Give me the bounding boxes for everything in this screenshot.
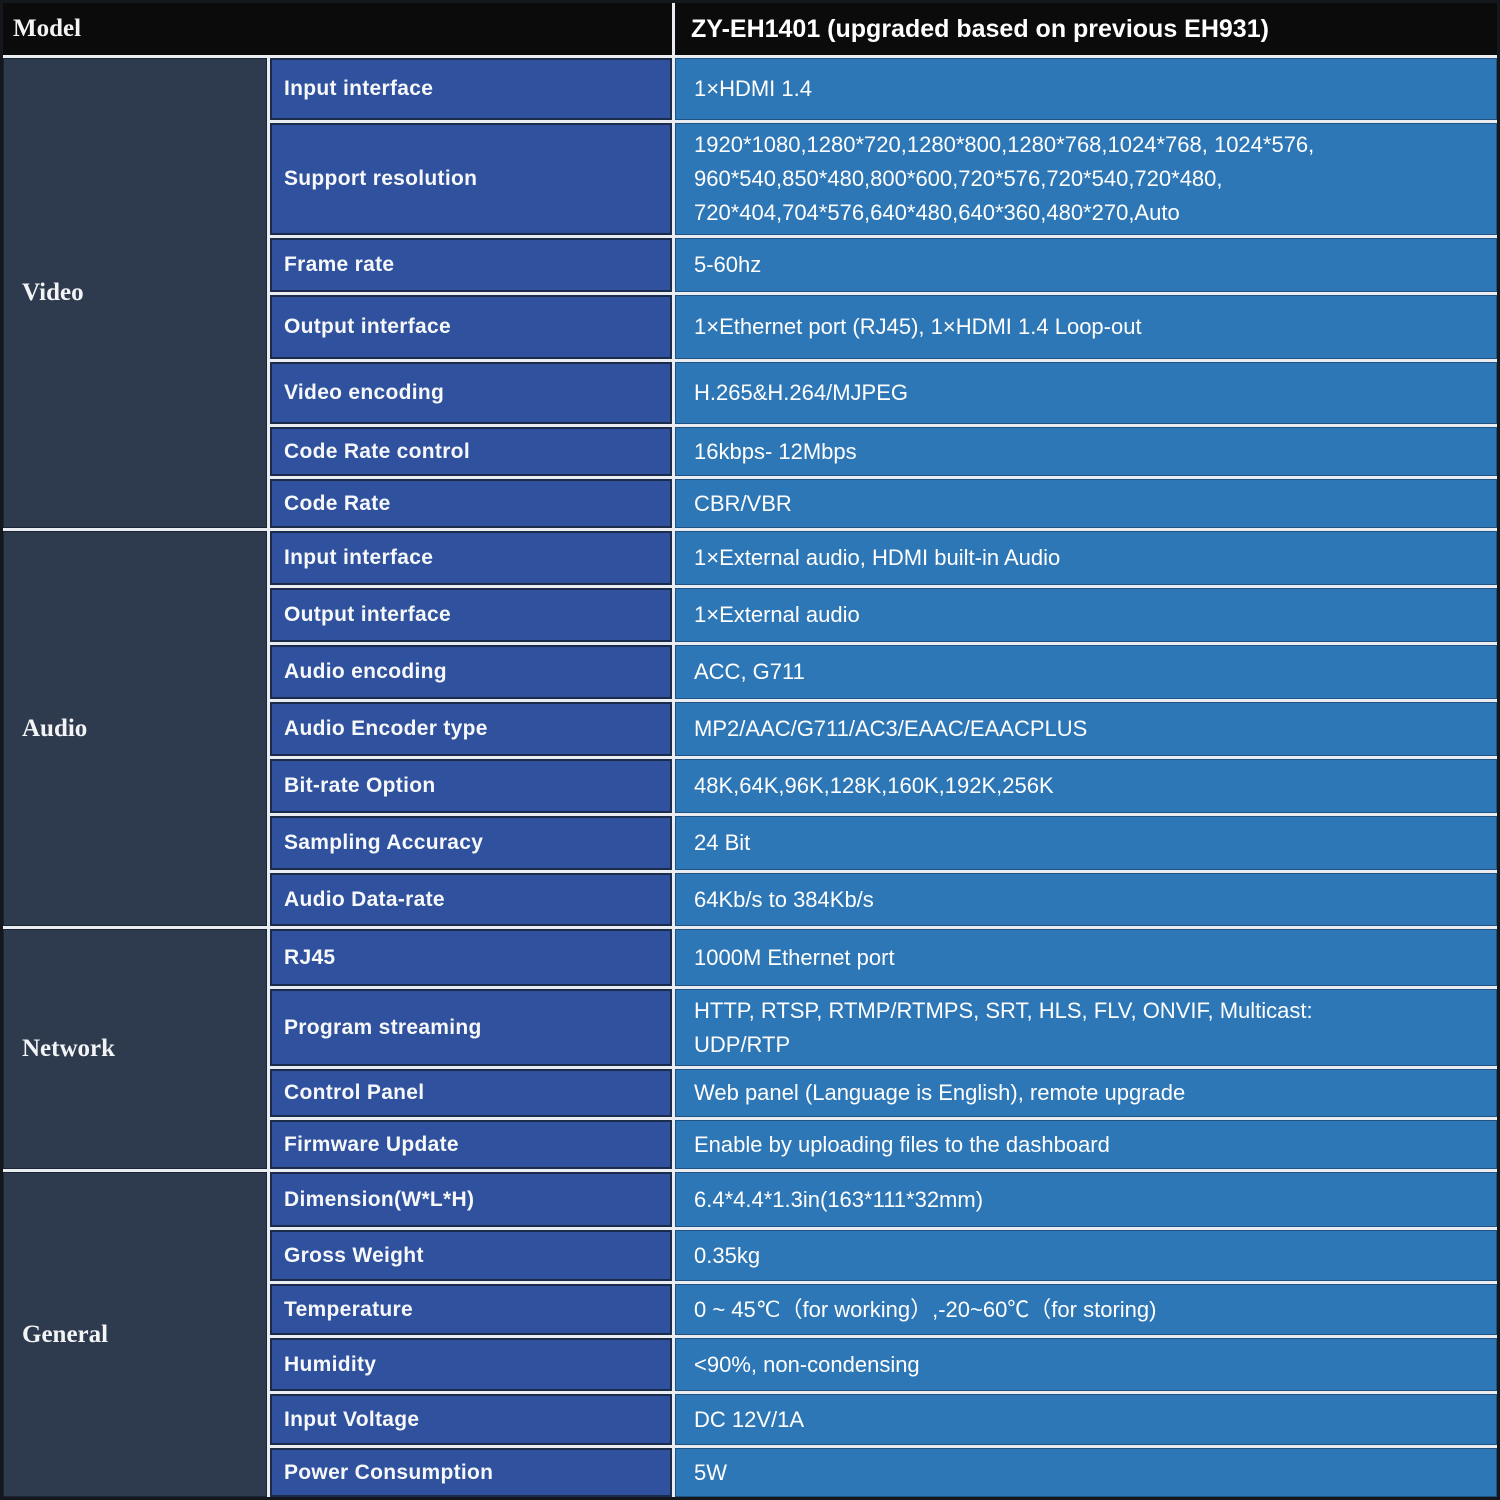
spec-row-input-voltage: Input Voltage DC 12V/1A: [270, 1394, 1497, 1445]
section-rows: Input interface 1×HDMI 1.4 Support resol…: [270, 58, 1497, 528]
spec-value: 5-60hz: [675, 238, 1497, 292]
spec-value: 64Kb/s to 384Kb/s: [675, 873, 1497, 926]
spec-row-bitrate-option: Bit-rate Option 48K,64K,96K,128K,160K,19…: [270, 759, 1497, 813]
spec-row-control-panel: Control Panel Web panel (Language is Eng…: [270, 1069, 1497, 1117]
spec-label: Code Rate control: [270, 427, 672, 476]
spec-label: Temperature: [270, 1284, 672, 1335]
spec-row-dimension: Dimension(W*L*H) 6.4*4.4*1.3in(163*111*3…: [270, 1172, 1497, 1227]
section-category-general: General: [3, 1172, 267, 1497]
spec-label: Firmware Update: [270, 1120, 672, 1169]
spec-value: 1×External audio, HDMI built-in Audio: [675, 531, 1497, 585]
spec-value: 48K,64K,96K,128K,160K,192K,256K: [675, 759, 1497, 813]
spec-value: 1×Ethernet port (RJ45), 1×HDMI 1.4 Loop-…: [675, 295, 1497, 359]
spec-value: 5W: [675, 1448, 1497, 1497]
spec-label: Frame rate: [270, 238, 672, 292]
spec-row-code-rate-control: Code Rate control 16kbps- 12Mbps: [270, 427, 1497, 476]
spec-label: Bit-rate Option: [270, 759, 672, 813]
spec-label: Humidity: [270, 1338, 672, 1391]
spec-label: Input Voltage: [270, 1394, 672, 1445]
spec-row-gross-weight: Gross Weight 0.35kg: [270, 1230, 1497, 1281]
model-header-value: ZY-EH1401 (upgraded based on previous EH…: [675, 3, 1497, 55]
spec-value: CBR/VBR: [675, 479, 1497, 528]
spec-value: Web panel (Language is English), remote …: [675, 1069, 1497, 1117]
spec-row-audio-encoder-type: Audio Encoder type MP2/AAC/G711/AC3/EAAC…: [270, 702, 1497, 756]
spec-label: Audio Data-rate: [270, 873, 672, 926]
spec-label: Output interface: [270, 295, 672, 359]
spec-row-frame-rate: Frame rate 5-60hz: [270, 238, 1497, 292]
section-network: Network RJ45 1000M Ethernet port Program…: [3, 929, 1497, 1169]
spec-row-output-interface: Output interface 1×Ethernet port (RJ45),…: [270, 295, 1497, 359]
spec-label: Input interface: [270, 531, 672, 585]
section-rows: Input interface 1×External audio, HDMI b…: [270, 531, 1497, 926]
spec-label: RJ45: [270, 929, 672, 986]
spec-row-rj45: RJ45 1000M Ethernet port: [270, 929, 1497, 986]
spec-value: H.265&H.264/MJPEG: [675, 362, 1497, 424]
model-header-label: Model: [3, 3, 672, 55]
spec-value: HTTP, RTSP, RTMP/RTMPS, SRT, HLS, FLV, O…: [675, 989, 1497, 1066]
spec-label: Audio Encoder type: [270, 702, 672, 756]
spec-label: Sampling Accuracy: [270, 816, 672, 870]
spec-row-sampling-accuracy: Sampling Accuracy 24 Bit: [270, 816, 1497, 870]
spec-row-audio-input-interface: Input interface 1×External audio, HDMI b…: [270, 531, 1497, 585]
table-header: Model ZY-EH1401 (upgraded based on previ…: [3, 3, 1497, 55]
spec-value: DC 12V/1A: [675, 1394, 1497, 1445]
spec-label: Video encoding: [270, 362, 672, 424]
spec-label: Audio encoding: [270, 645, 672, 699]
section-category-network: Network: [3, 929, 267, 1169]
spec-row-audio-data-rate: Audio Data-rate 64Kb/s to 384Kb/s: [270, 873, 1497, 926]
spec-value: 0.35kg: [675, 1230, 1497, 1281]
spec-row-temperature: Temperature 0 ~ 45℃（for working）,-20~60℃…: [270, 1284, 1497, 1335]
spec-label: Output interface: [270, 588, 672, 642]
spec-value: <90%, non-condensing: [675, 1338, 1497, 1391]
section-rows: RJ45 1000M Ethernet port Program streami…: [270, 929, 1497, 1169]
spec-value: 6.4*4.4*1.3in(163*111*32mm): [675, 1172, 1497, 1227]
spec-row-power-consumption: Power Consumption 5W: [270, 1448, 1497, 1497]
section-rows: Dimension(W*L*H) 6.4*4.4*1.3in(163*111*3…: [270, 1172, 1497, 1497]
spec-label: Program streaming: [270, 989, 672, 1066]
spec-row-humidity: Humidity <90%, non-condensing: [270, 1338, 1497, 1391]
spec-value: Enable by uploading files to the dashboa…: [675, 1120, 1497, 1169]
spec-label: Gross Weight: [270, 1230, 672, 1281]
spec-row-audio-encoding: Audio encoding ACC, G711: [270, 645, 1497, 699]
spec-value: 1×HDMI 1.4: [675, 58, 1497, 120]
spec-value: 0 ~ 45℃（for working）,-20~60℃（for storing…: [675, 1284, 1497, 1335]
spec-value: 16kbps- 12Mbps: [675, 427, 1497, 476]
spec-row-input-interface: Input interface 1×HDMI 1.4: [270, 58, 1497, 120]
spec-label: Control Panel: [270, 1069, 672, 1117]
section-category-video: Video: [3, 58, 267, 528]
spec-value: 1000M Ethernet port: [675, 929, 1497, 986]
spec-label: Code Rate: [270, 479, 672, 528]
spec-value: MP2/AAC/G711/AC3/EAAC/EAACPLUS: [675, 702, 1497, 756]
spec-row-audio-output-interface: Output interface 1×External audio: [270, 588, 1497, 642]
spec-label: Input interface: [270, 58, 672, 120]
section-general: General Dimension(W*L*H) 6.4*4.4*1.3in(1…: [3, 1172, 1497, 1497]
section-audio: Audio Input interface 1×External audio, …: [3, 531, 1497, 926]
spec-value: 1920*1080,1280*720,1280*800,1280*768,102…: [675, 123, 1497, 235]
spec-row-program-streaming: Program streaming HTTP, RTSP, RTMP/RTMPS…: [270, 989, 1497, 1066]
spec-row-video-encoding: Video encoding H.265&H.264/MJPEG: [270, 362, 1497, 424]
spec-value: 24 Bit: [675, 816, 1497, 870]
section-category-audio: Audio: [3, 531, 267, 926]
spec-row-firmware-update: Firmware Update Enable by uploading file…: [270, 1120, 1497, 1169]
spec-value: ACC, G711: [675, 645, 1497, 699]
spec-row-support-resolution: Support resolution 1920*1080,1280*720,12…: [270, 123, 1497, 235]
spec-label: Support resolution: [270, 123, 672, 235]
section-video: Video Input interface 1×HDMI 1.4 Support…: [3, 58, 1497, 528]
spec-label: Power Consumption: [270, 1448, 672, 1497]
spec-label: Dimension(W*L*H): [270, 1172, 672, 1227]
spec-row-code-rate: Code Rate CBR/VBR: [270, 479, 1497, 528]
spec-value: 1×External audio: [675, 588, 1497, 642]
